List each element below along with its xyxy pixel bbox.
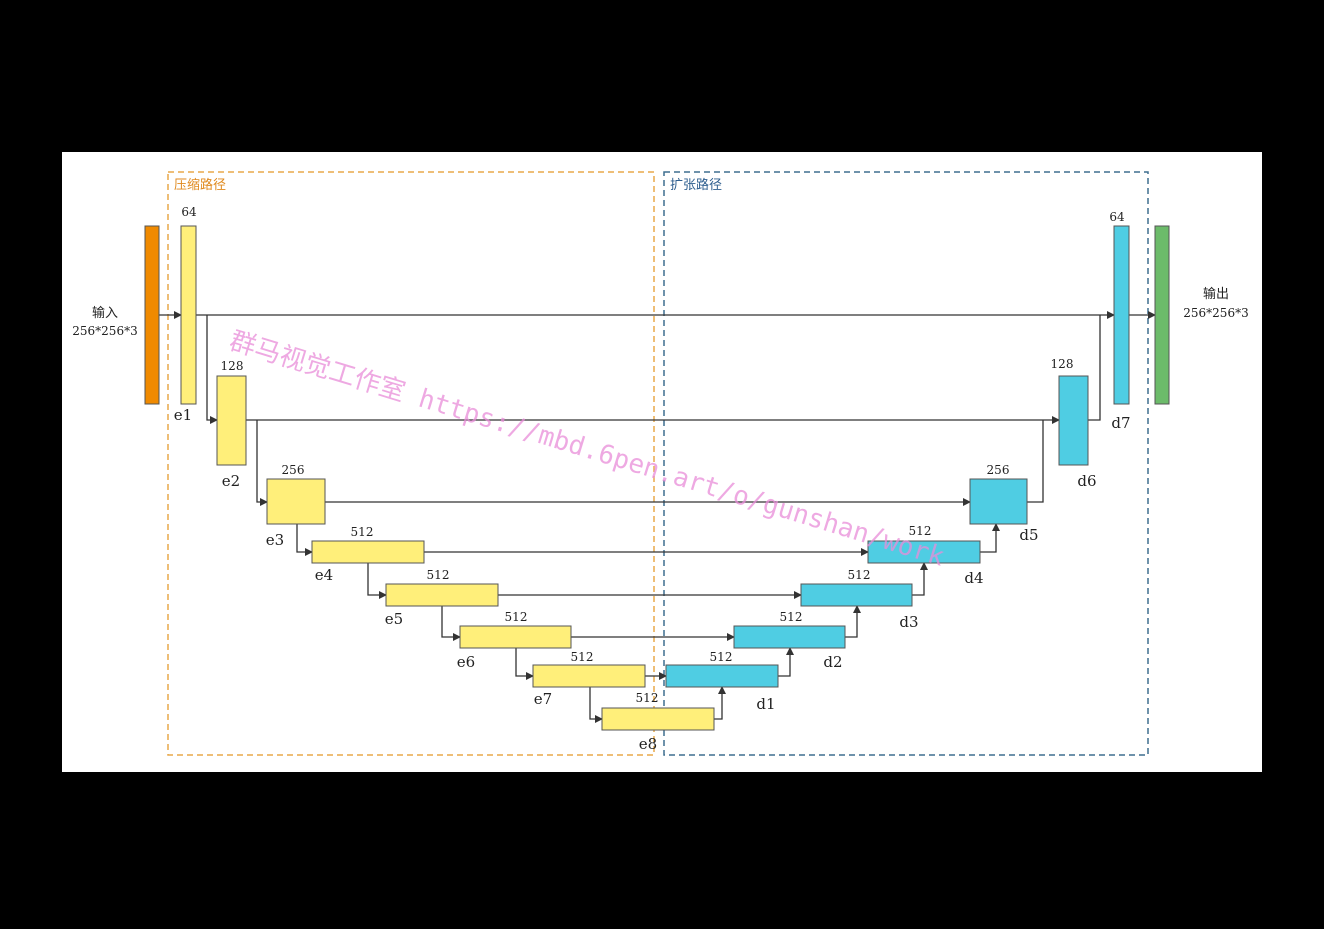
down-e4-e5 (367, 563, 387, 599)
up-d1-d2 (778, 647, 794, 677)
block-e6 (459, 625, 572, 649)
e5-label: e5 (385, 610, 403, 628)
block-e3 (266, 478, 326, 525)
block-e7 (532, 664, 646, 688)
up-d3-d4 (912, 562, 928, 596)
contract-path-region (167, 171, 655, 756)
d1-channels: 512 (710, 650, 733, 664)
block-e5 (385, 583, 499, 607)
up-d5-d6 (1027, 420, 1044, 503)
e4-channels: 512 (351, 525, 374, 539)
d2-label: d2 (823, 653, 842, 671)
d4-channels: 512 (909, 524, 932, 538)
e2-label: e2 (222, 472, 240, 490)
output-label: 输出 (1203, 286, 1229, 302)
e3-label: e3 (266, 531, 284, 549)
block-d1 (665, 664, 779, 688)
d3-label: d3 (899, 613, 918, 631)
e3-channels: 256 (282, 463, 305, 477)
d5-label: d5 (1019, 526, 1038, 544)
contract-path-label: 压缩路径 (174, 177, 226, 193)
expand-path-label: 扩张路径 (670, 177, 722, 193)
d3-channels: 512 (848, 568, 871, 582)
encoder-blocks (180, 225, 715, 731)
e6-channels: 512 (505, 610, 528, 624)
expand-path-region (663, 171, 1149, 756)
d6-channels: 128 (1051, 357, 1074, 371)
up-e8-d1 (714, 686, 726, 720)
e5-channels: 512 (427, 568, 450, 582)
e1-label: e1 (174, 406, 192, 424)
output-size: 256*256*3 (1183, 306, 1248, 320)
e8-label: e8 (639, 735, 657, 753)
d5-channels: 256 (987, 463, 1010, 477)
d2-channels: 512 (780, 610, 803, 624)
block-d4 (867, 540, 981, 564)
connections (159, 311, 1156, 723)
e7-label: e7 (534, 690, 552, 708)
block-d7 (1113, 225, 1130, 405)
input-block (144, 225, 160, 405)
e4-label: e4 (315, 566, 333, 584)
block-d2 (733, 625, 846, 649)
input-size: 256*256*3 (72, 324, 137, 338)
down-e5-e6 (441, 606, 461, 641)
up-d6-d7 (1088, 315, 1101, 421)
block-e8 (601, 707, 715, 731)
d1-label: d1 (756, 695, 775, 713)
up-d2-d3 (845, 605, 861, 638)
e6-label: e6 (457, 653, 475, 671)
block-d3 (800, 583, 913, 607)
down-e6-e7 (515, 648, 534, 680)
d7-label: d7 (1111, 414, 1130, 432)
d4-label: d4 (964, 569, 983, 587)
block-d6 (1058, 375, 1089, 466)
e2-channels: 128 (221, 359, 244, 373)
down-e1-e2 (206, 315, 218, 424)
d7-channels: 64 (1109, 210, 1125, 224)
d6-label: d6 (1077, 472, 1096, 490)
block-e2 (216, 375, 247, 466)
decoder-blocks (665, 225, 1130, 688)
down-e2-e3 (256, 420, 268, 506)
e1-channels: 64 (181, 205, 197, 219)
e8-channels: 512 (636, 691, 659, 705)
down-e3-e4 (296, 524, 313, 556)
e7-channels: 512 (571, 650, 594, 664)
output-block (1154, 225, 1170, 405)
block-e1 (180, 225, 197, 405)
input-label: 输入 (92, 305, 118, 321)
block-e4 (311, 540, 425, 564)
up-d4-d5 (980, 523, 1000, 553)
block-d5 (969, 478, 1028, 525)
down-e7-e8 (589, 687, 603, 723)
